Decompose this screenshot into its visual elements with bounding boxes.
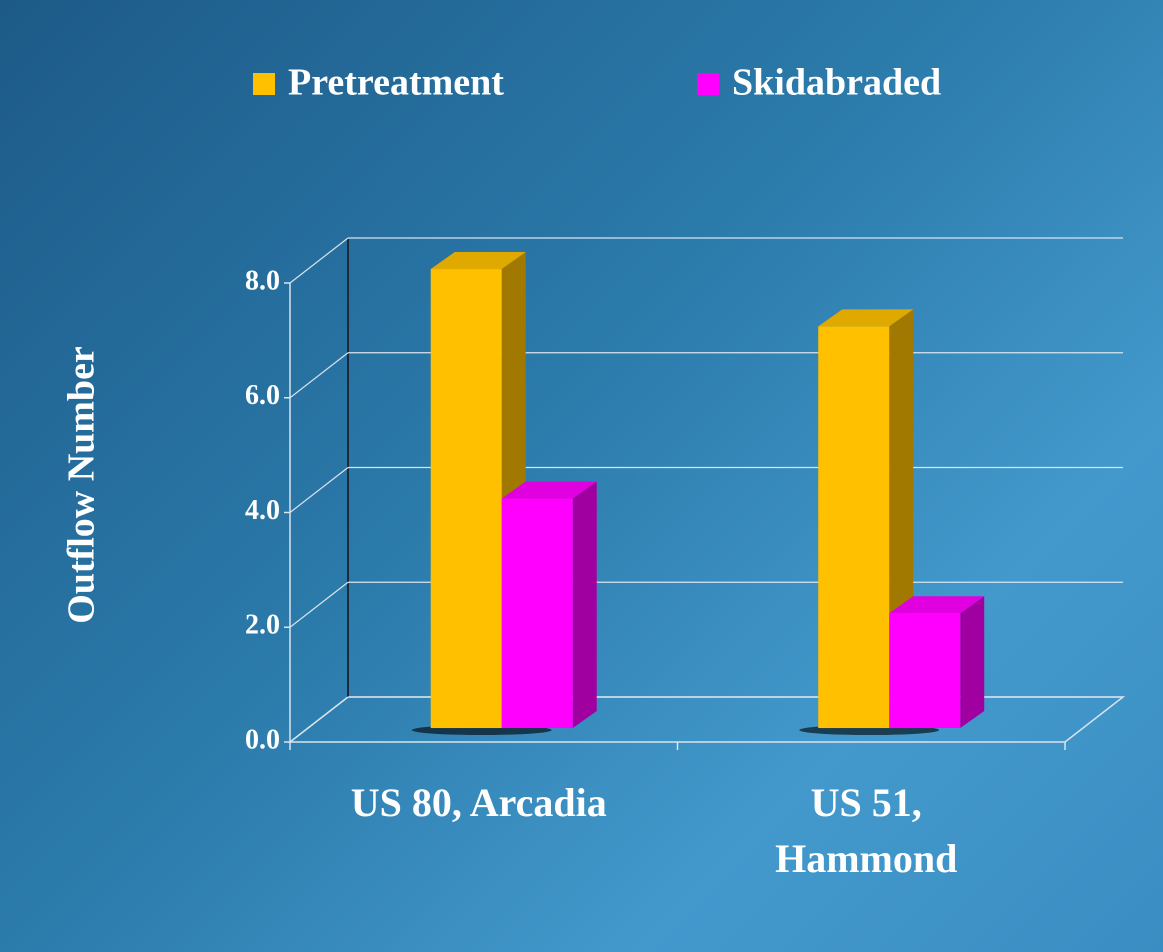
grid-line	[289, 352, 349, 399]
y-tick-label: 8.0	[245, 265, 280, 296]
bar-top	[501, 481, 597, 499]
grid-line	[289, 696, 349, 743]
bar	[818, 326, 890, 729]
grid-line	[289, 467, 349, 513]
floor	[287, 696, 1126, 743]
bar-top	[889, 596, 985, 614]
bar-side	[572, 481, 597, 729]
legend-swatch	[253, 73, 275, 95]
grid-line	[289, 237, 349, 284]
x-tick-label: US 51, Hammond	[775, 780, 958, 881]
y-axis-title: Outflow Number	[61, 346, 103, 624]
y-tick-label: 0.0	[245, 724, 280, 755]
bar	[889, 613, 961, 729]
y-tick-label: 4.0	[245, 495, 280, 526]
bar-side	[960, 596, 985, 729]
y-tick-label: 2.0	[245, 610, 280, 641]
bar-top	[430, 252, 526, 270]
bar	[430, 269, 502, 729]
bar	[501, 498, 573, 729]
x-tick-label: US 80, Arcadia	[350, 780, 607, 825]
bar-top	[818, 309, 914, 327]
legend-swatch	[697, 73, 719, 95]
y-tick-label: 6.0	[245, 380, 280, 411]
grid-line	[289, 581, 349, 628]
legend-label: Pretreatment	[288, 62, 504, 104]
legend-label: Skidabraded	[732, 62, 941, 104]
